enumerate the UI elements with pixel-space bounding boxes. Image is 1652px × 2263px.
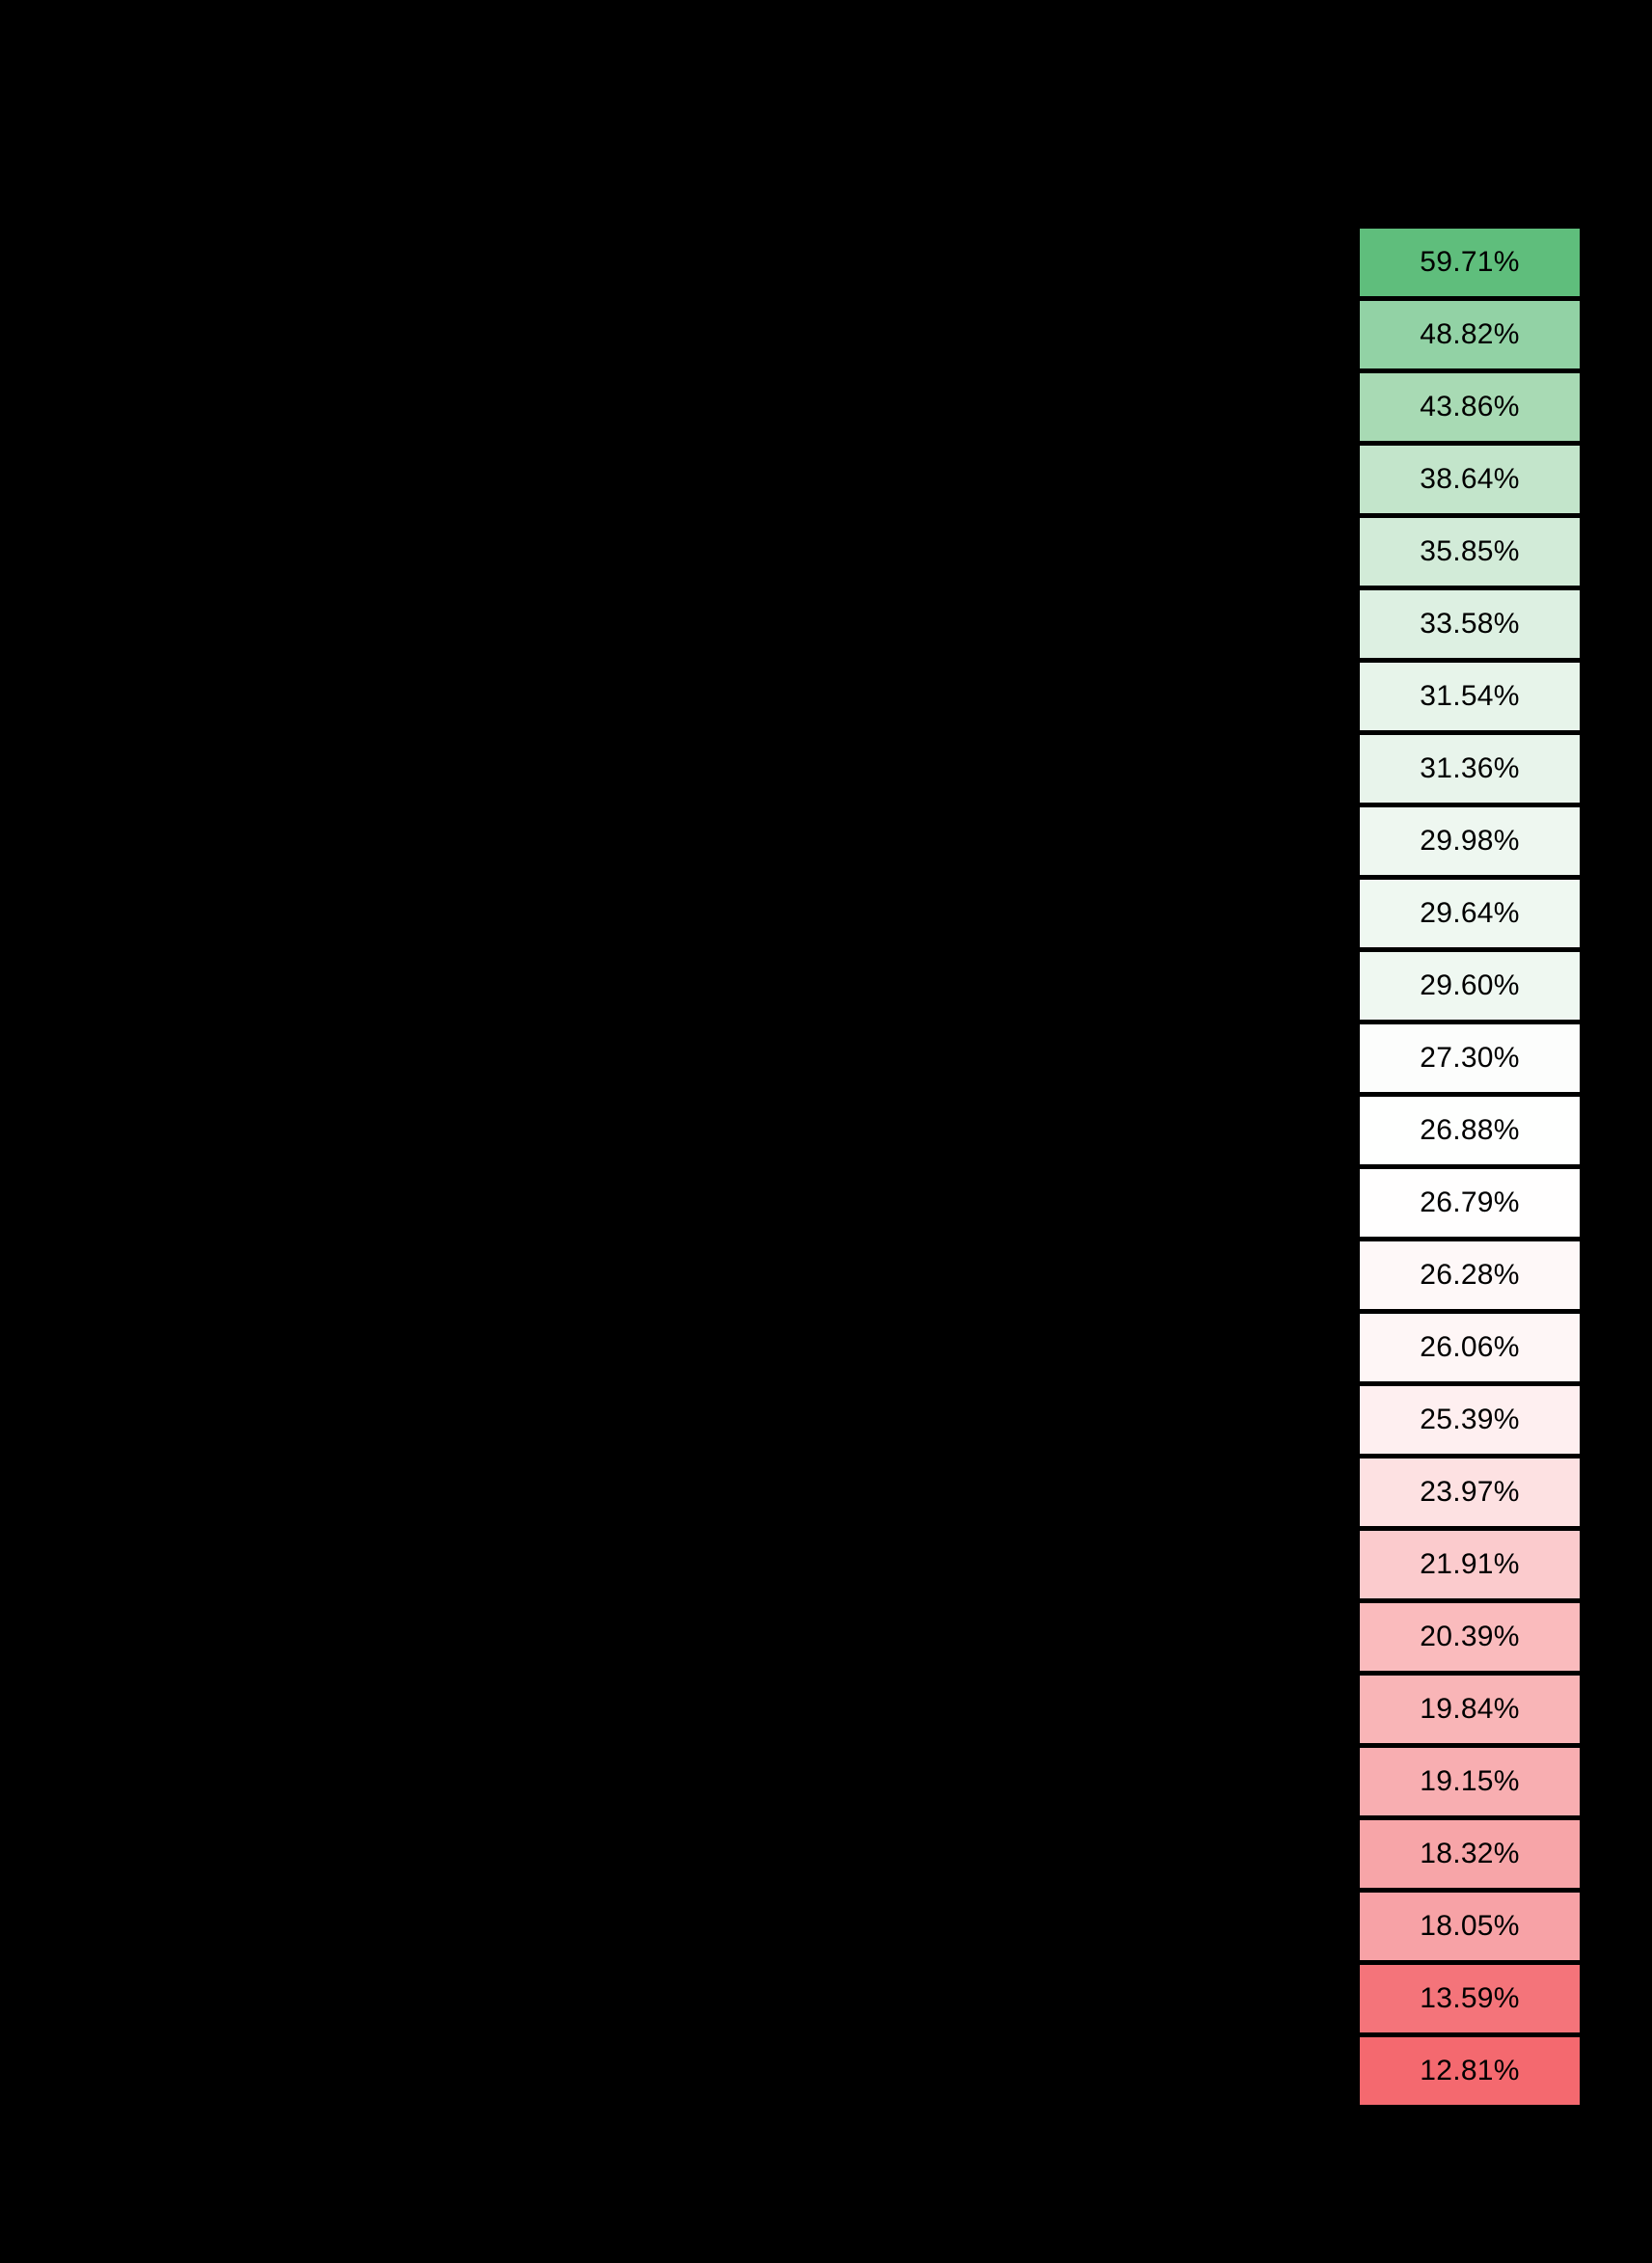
heatmap-cell[interactable]: 29.64% — [1360, 880, 1580, 947]
heatmap-cell-value: 26.06% — [1420, 1331, 1520, 1363]
heatmap-cell-value: 33.58% — [1420, 608, 1520, 640]
heatmap-cell[interactable]: 26.28% — [1360, 1241, 1580, 1309]
heatmap-cell-value: 20.39% — [1420, 1621, 1520, 1652]
heatmap-cell-value: 38.64% — [1420, 463, 1520, 495]
heatmap-cell-value: 26.79% — [1420, 1186, 1520, 1218]
heatmap-cell-value: 43.86% — [1420, 391, 1520, 423]
heatmap-cell[interactable]: 33.58% — [1360, 590, 1580, 658]
heatmap-cell[interactable]: 31.54% — [1360, 663, 1580, 730]
heatmap-cell[interactable]: 29.60% — [1360, 952, 1580, 1020]
heatmap-cell-value: 12.81% — [1420, 2055, 1520, 2086]
heatmap-cell[interactable]: 19.15% — [1360, 1748, 1580, 1815]
heatmap-cell[interactable]: 19.84% — [1360, 1676, 1580, 1743]
heatmap-cell-value: 23.97% — [1420, 1476, 1520, 1508]
heatmap-cell[interactable]: 31.36% — [1360, 735, 1580, 803]
heatmap-cell-value: 59.71% — [1420, 246, 1520, 278]
heatmap-cell[interactable]: 59.71% — [1360, 229, 1580, 296]
heatmap-cell[interactable]: 12.81% — [1360, 2037, 1580, 2105]
heatmap-cell-value: 13.59% — [1420, 1982, 1520, 2014]
heatmap-cell[interactable]: 25.39% — [1360, 1386, 1580, 1454]
heatmap-cell-value: 25.39% — [1420, 1404, 1520, 1435]
heatmap-cell[interactable]: 21.91% — [1360, 1531, 1580, 1598]
heatmap-cell-value: 18.05% — [1420, 1910, 1520, 1942]
heatmap-cell-value: 26.28% — [1420, 1259, 1520, 1291]
heatmap-cell[interactable]: 35.85% — [1360, 518, 1580, 586]
heatmap-cell[interactable]: 26.79% — [1360, 1169, 1580, 1237]
heatmap-cell-value: 19.84% — [1420, 1693, 1520, 1725]
heatmap-cell-value: 31.54% — [1420, 680, 1520, 712]
heatmap-cell[interactable]: 43.86% — [1360, 373, 1580, 441]
heatmap-cell-value: 29.60% — [1420, 969, 1520, 1001]
heatmap-cell-value: 31.36% — [1420, 752, 1520, 784]
heatmap-cell-value: 26.88% — [1420, 1114, 1520, 1146]
heatmap-cell[interactable]: 38.64% — [1360, 446, 1580, 513]
heatmap-cell-value: 19.15% — [1420, 1765, 1520, 1797]
heatmap-cell[interactable]: 27.30% — [1360, 1024, 1580, 1092]
heatmap-cell[interactable]: 18.05% — [1360, 1893, 1580, 1960]
heatmap-column: 59.71% 48.82% 43.86% 38.64% 35.85% 33.58… — [1360, 229, 1580, 2105]
heatmap-cell-value: 29.98% — [1420, 825, 1520, 857]
heatmap-cell-value: 29.64% — [1420, 897, 1520, 929]
heatmap-cell[interactable]: 26.88% — [1360, 1097, 1580, 1164]
heatmap-cell-value: 35.85% — [1420, 535, 1520, 567]
heatmap-cell-value: 27.30% — [1420, 1042, 1520, 1074]
heatmap-cell-value: 21.91% — [1420, 1548, 1520, 1580]
heatmap-cell-value: 48.82% — [1420, 318, 1520, 350]
heatmap-cell[interactable]: 13.59% — [1360, 1965, 1580, 2032]
heatmap-cell[interactable]: 29.98% — [1360, 807, 1580, 875]
heatmap-cell[interactable]: 18.32% — [1360, 1820, 1580, 1888]
heatmap-cell-value: 18.32% — [1420, 1838, 1520, 1869]
heatmap-cell[interactable]: 23.97% — [1360, 1459, 1580, 1526]
heatmap-cell[interactable]: 20.39% — [1360, 1603, 1580, 1671]
heatmap-cell[interactable]: 48.82% — [1360, 301, 1580, 368]
heatmap-cell[interactable]: 26.06% — [1360, 1314, 1580, 1381]
